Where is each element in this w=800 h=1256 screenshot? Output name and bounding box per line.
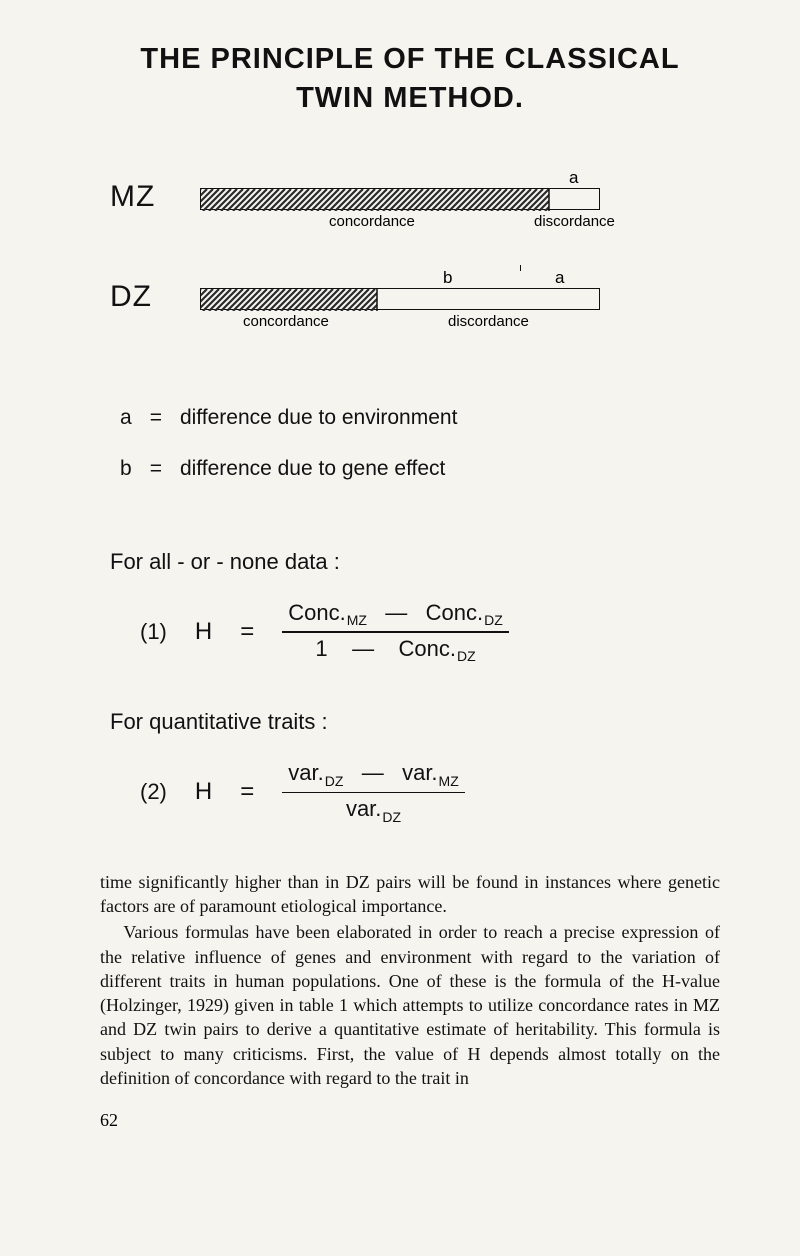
label-discordance-dz: discordance (448, 313, 529, 330)
label-a-mz: a (569, 168, 578, 188)
label-b-dz: b (443, 268, 452, 288)
formula-1: (1) H = Conc.MZ — Conc.DZ 1 — Conc.DZ (140, 600, 740, 664)
body-text: time significantly higher than in DZ pai… (100, 870, 720, 1091)
formula-2-H: H (195, 778, 212, 806)
f2-den-sub: DZ (381, 809, 401, 825)
f1-den-conc: Conc. (399, 636, 456, 661)
bar-row-mz: MZ a concordance discordance (110, 168, 740, 233)
f1-den-sub: DZ (456, 648, 476, 664)
f2-num-sub-r: MZ (438, 773, 459, 789)
f1-den-mid: — (352, 636, 374, 661)
bar-row-dz: DZ b a concordance discordance (110, 268, 740, 333)
page-number: 62 (100, 1110, 740, 1131)
formula-1-eq: = (240, 618, 254, 646)
f1-num-conc-l: Conc. (288, 600, 345, 625)
bar-dz (200, 288, 600, 310)
f2-num-mid: — (362, 760, 384, 785)
formula-2-number: (2) (140, 779, 167, 805)
def-b-symbol: b (120, 444, 132, 494)
formula-2-eq: = (240, 778, 254, 806)
label-concordance-mz: concordance (329, 213, 415, 230)
title-line-1: THE PRINCIPLE OF THE CLASSICAL (140, 43, 679, 75)
tick-dz (520, 265, 521, 271)
definitions: a = difference due to environment b = di… (120, 393, 740, 494)
formula-1-fraction: Conc.MZ — Conc.DZ 1 — Conc.DZ (282, 600, 509, 664)
def-eq: = (150, 393, 162, 443)
page-title: THE PRINCIPLE OF THE CLASSICAL TWIN METH… (80, 40, 740, 118)
formula-2-fraction: var.DZ — var.MZ var.DZ (282, 760, 465, 824)
label-concordance-dz: concordance (243, 313, 329, 330)
formula-1-H: H (195, 618, 212, 646)
f1-num-sub-r: DZ (483, 612, 503, 628)
section-all-or-none: For all - or - none data : (110, 549, 740, 575)
def-b-text: difference due to gene effect (180, 444, 445, 494)
bar-label-mz: MZ (110, 168, 200, 214)
bar-label-dz: DZ (110, 268, 200, 314)
label-a-dz: a (555, 268, 564, 288)
f2-den-var: var. (346, 796, 381, 821)
formula-1-number: (1) (140, 619, 167, 645)
bar-mz (200, 188, 600, 210)
title-line-2: TWIN METHOD. (296, 82, 524, 114)
f2-num-var-l: var. (288, 760, 323, 785)
label-discordance-mz: discordance (534, 213, 615, 230)
formula-2: (2) H = var.DZ — var.MZ var.DZ (140, 760, 740, 824)
section-quantitative: For quantitative traits : (110, 709, 740, 735)
f2-num-sub-l: DZ (324, 773, 344, 789)
paragraph-1: time significantly higher than in DZ pai… (100, 870, 720, 919)
def-eq: = (150, 444, 162, 494)
def-a-text: difference due to environment (180, 393, 457, 443)
f1-num-sub-l: MZ (346, 612, 367, 628)
def-a-symbol: a (120, 393, 132, 443)
f1-num-conc-r: Conc. (426, 600, 483, 625)
f1-num-mid: — (385, 600, 407, 625)
f2-num-var-r: var. (402, 760, 437, 785)
f1-den-1: 1 (315, 636, 327, 661)
paragraph-2: Various formulas have been elaborated in… (100, 920, 720, 1090)
bars-figure: MZ a concordance discordance DZ b (110, 168, 740, 333)
